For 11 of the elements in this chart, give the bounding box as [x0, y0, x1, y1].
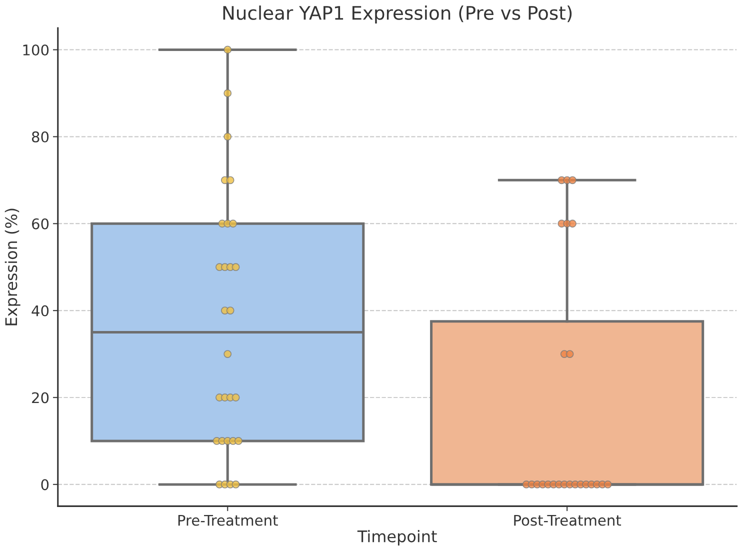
y-tick-label: 0	[41, 479, 49, 490]
x-tick-label: Post-Treatment	[514, 514, 622, 526]
y-tick-label: 20	[32, 392, 49, 404]
x-tick-label: Pre-Treatment	[178, 514, 278, 526]
y-axis-title: Expression (%)	[4, 208, 20, 326]
y-tick-label: 60	[32, 218, 49, 230]
y-tick-label: 40	[32, 305, 49, 316]
x-axis-title: Timepoint	[357, 530, 437, 546]
y-tick-label: 80	[32, 131, 49, 142]
chart-title: Nuclear YAP1 Expression (Pre vs Post)	[223, 6, 572, 24]
y-tick-label: 100	[23, 44, 49, 56]
